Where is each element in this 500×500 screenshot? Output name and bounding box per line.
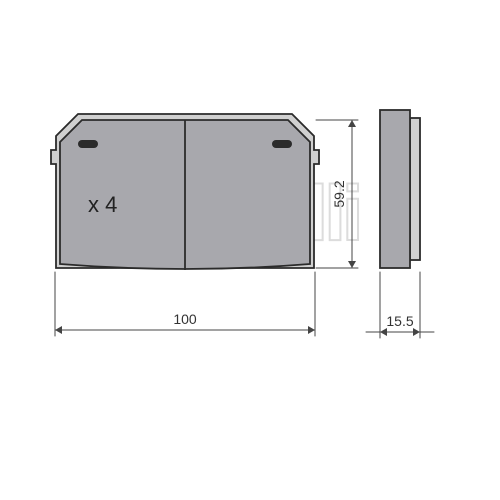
dimension-width-value: 100 — [173, 311, 197, 327]
dimension-thickness-value: 15.5 — [386, 313, 413, 329]
side-friction-layer — [380, 110, 410, 268]
brake-pad-front-view: x 4 — [51, 114, 319, 270]
technical-drawing: metelli x 4 100 — [0, 0, 500, 500]
brake-pad-side-view — [380, 110, 420, 268]
quantity-label: x 4 — [88, 192, 117, 217]
dimension-width: 100 — [55, 272, 315, 336]
mounting-slot-right — [272, 140, 292, 148]
mounting-slot-left — [78, 140, 98, 148]
dimension-height-value: 59.2 — [331, 180, 347, 207]
side-backing-plate — [410, 118, 420, 260]
dimension-thickness: 15.5 — [366, 272, 434, 338]
